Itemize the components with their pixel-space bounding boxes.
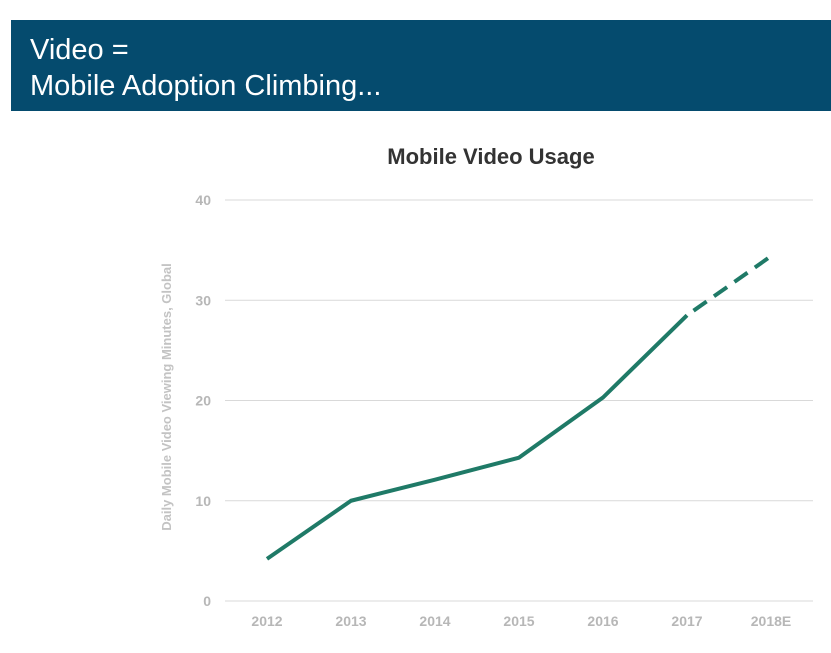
x-tick-label: 2015 bbox=[503, 613, 534, 629]
x-tick-label: 2018E bbox=[751, 613, 791, 629]
chart-title: Mobile Video Usage bbox=[387, 144, 594, 169]
y-tick-label: 40 bbox=[195, 192, 211, 208]
x-tick-label: 2012 bbox=[251, 613, 282, 629]
x-tick-label: 2014 bbox=[419, 613, 450, 629]
y-tick-label: 20 bbox=[195, 393, 211, 409]
y-axis-ticks: 0 10 20 30 40 bbox=[195, 192, 211, 609]
series-line bbox=[265, 254, 773, 561]
x-tick-label: 2013 bbox=[335, 613, 366, 629]
x-tick-label: 2016 bbox=[587, 613, 618, 629]
x-tick-label: 2017 bbox=[671, 613, 702, 629]
series-line-actual bbox=[265, 313, 689, 561]
slide-title-line-2: Mobile Adoption Climbing... bbox=[30, 70, 382, 102]
y-tick-label: 10 bbox=[195, 493, 211, 509]
y-tick-label: 0 bbox=[203, 593, 211, 609]
x-axis-ticks: 2012 2013 2014 2015 2016 2017 2018E bbox=[251, 613, 791, 629]
series-line-projected bbox=[685, 254, 773, 317]
y-tick-label: 30 bbox=[195, 292, 211, 308]
gridlines bbox=[225, 199, 813, 602]
slide-header: Video = Mobile Adoption Climbing... bbox=[11, 20, 831, 111]
slide-title-line-1: Video = bbox=[30, 34, 129, 66]
y-axis-label: Daily Mobile Video Viewing Minutes, Glob… bbox=[159, 263, 174, 531]
